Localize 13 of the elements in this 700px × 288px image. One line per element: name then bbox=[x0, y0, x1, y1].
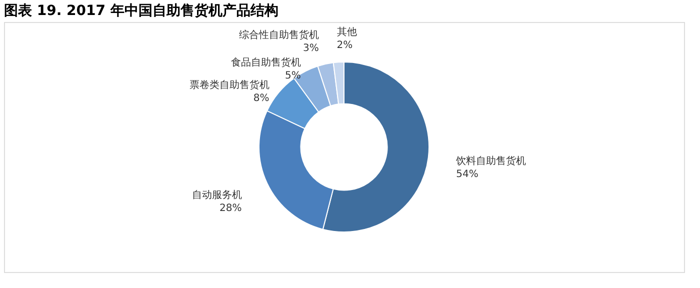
slice-label: 饮料自助售货机 bbox=[455, 155, 526, 168]
slice-label: 票卷类自助售货机 bbox=[189, 79, 270, 92]
data-label: 3% bbox=[303, 42, 319, 54]
slice-label: 综合性自助售货机 bbox=[238, 28, 319, 41]
slice-label: 食品自助售货机 bbox=[230, 56, 301, 68]
slice-label: 自动服务机 bbox=[192, 189, 242, 202]
data-label: 2% bbox=[336, 40, 353, 52]
slice-label: 其他 bbox=[336, 26, 357, 38]
chart-title: 图表 19. 2017 年中国自助售货机产品结构 bbox=[4, 2, 278, 19]
data-label: 5% bbox=[284, 70, 301, 82]
data-label: 54% bbox=[456, 169, 478, 180]
data-label: 28% bbox=[220, 203, 242, 214]
data-label: 8% bbox=[253, 93, 270, 104]
